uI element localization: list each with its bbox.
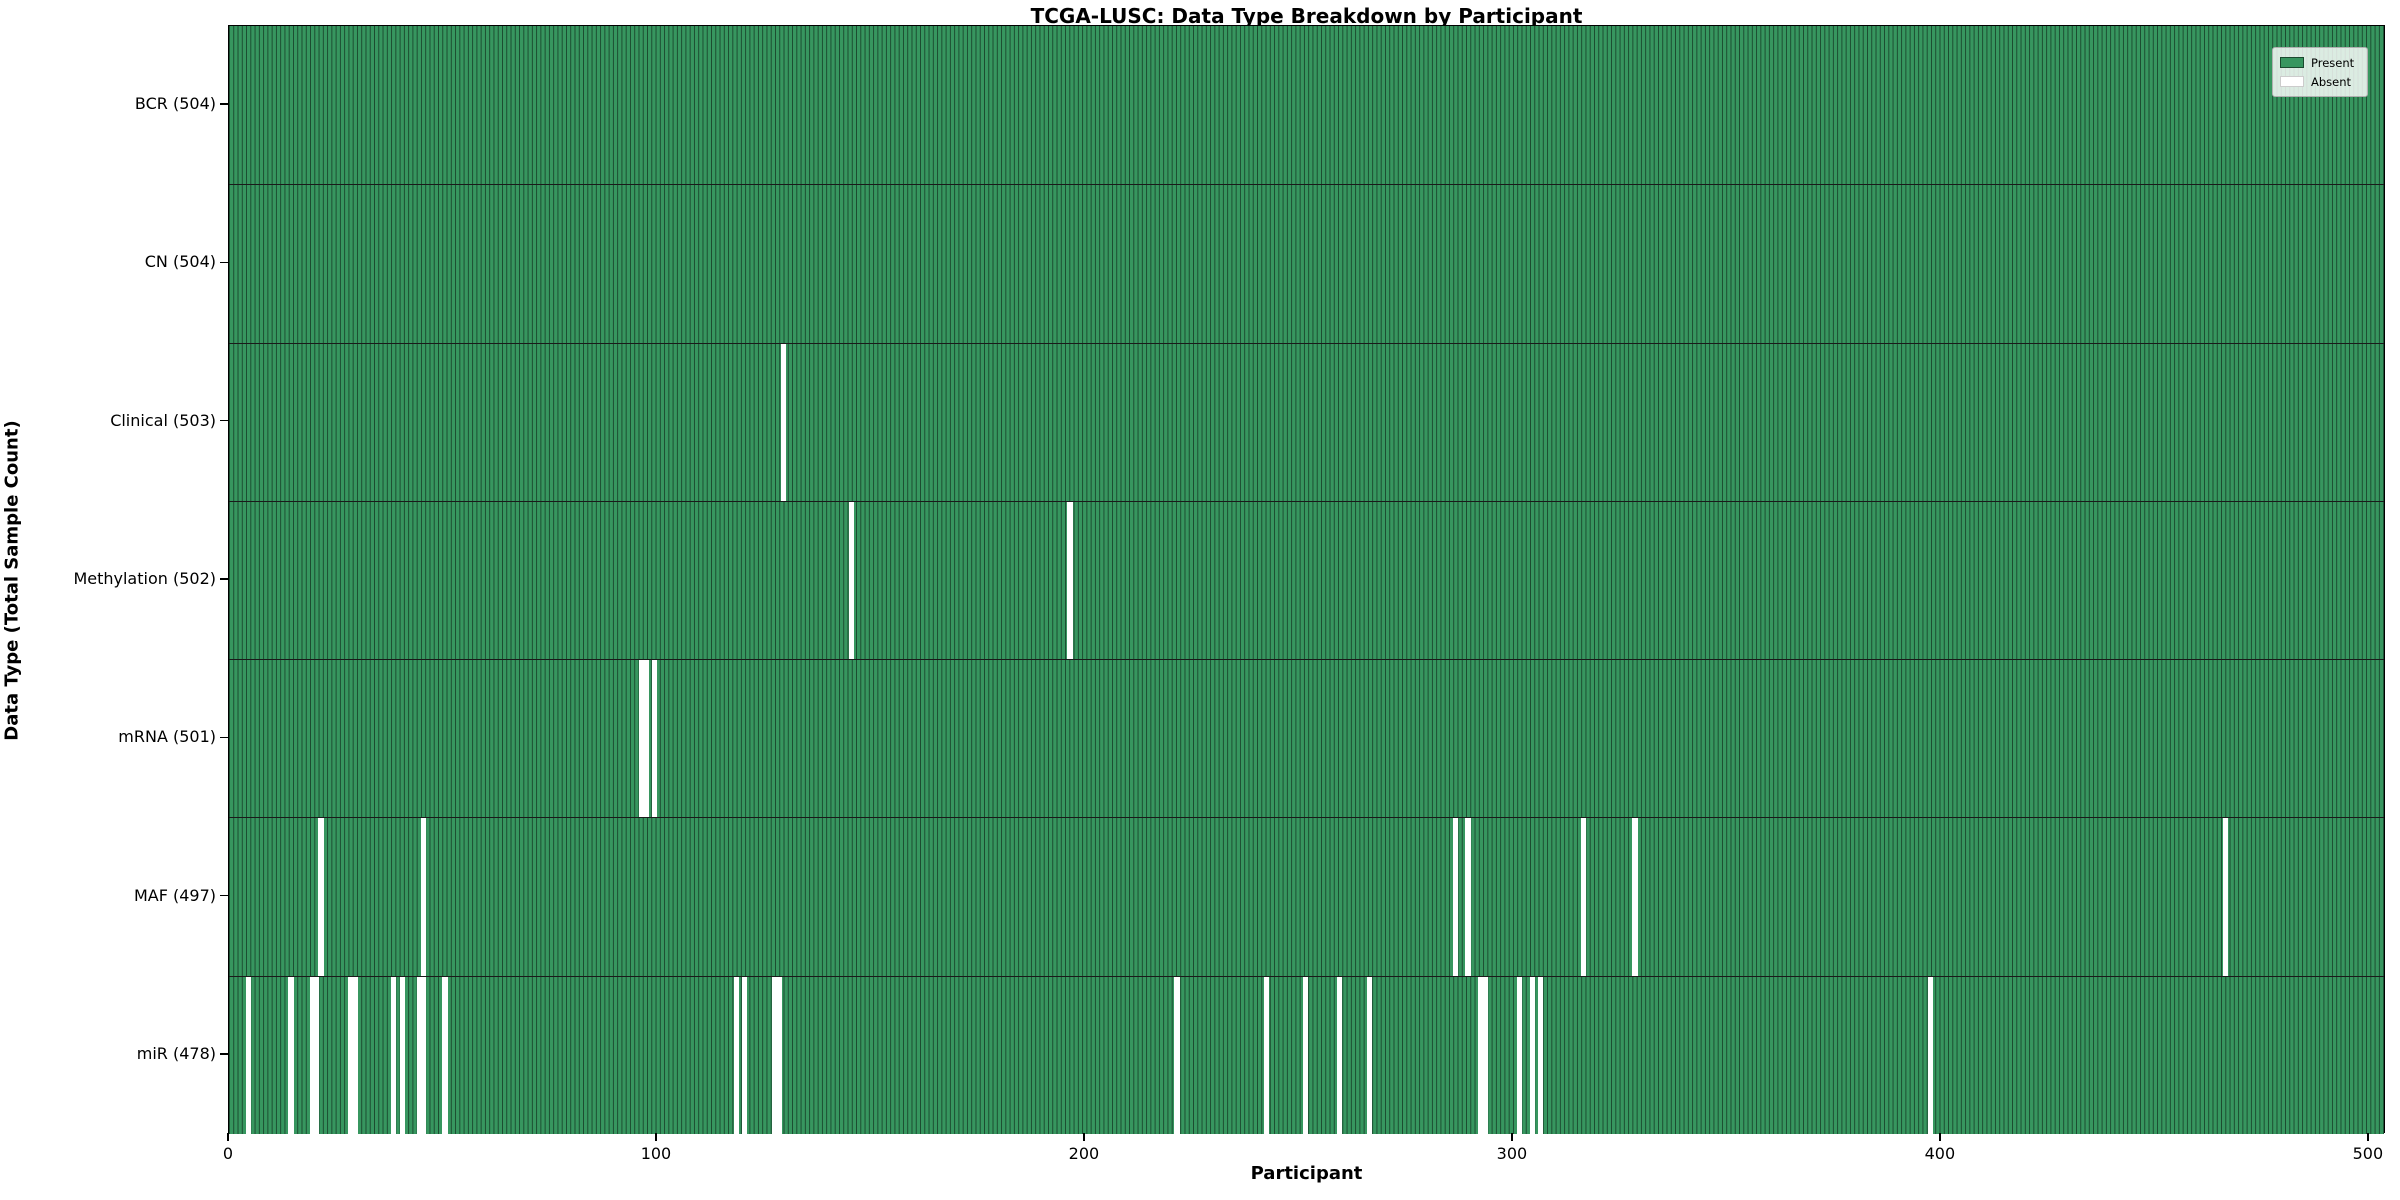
legend-swatch-present <box>2280 57 2304 68</box>
legend-entry-present: Present <box>2280 53 2360 72</box>
absent-gap <box>309 975 316 1134</box>
absent-gap <box>1927 975 1933 1134</box>
absent-gap <box>772 975 778 1134</box>
y-tick-label-clinical: Clinical (503) <box>110 410 216 430</box>
row-separator <box>229 975 2384 977</box>
data-row-bcr <box>229 26 2384 185</box>
absent-gap <box>1580 817 1587 976</box>
absent-gap <box>780 342 786 501</box>
x-tick-mark <box>655 1133 657 1141</box>
y-tick-mark <box>220 261 228 264</box>
absent-gap <box>288 975 294 1134</box>
absent-gap <box>442 975 448 1134</box>
plot-area: Present Absent <box>228 25 2385 1134</box>
y-tick-mark <box>220 1053 228 1055</box>
y-tick-mark <box>220 578 228 580</box>
y-tick-mark <box>220 736 228 739</box>
data-row-mir <box>229 975 2384 1134</box>
data-row-maf <box>229 817 2384 976</box>
absent-gap <box>318 817 324 976</box>
absent-gap <box>2222 817 2229 976</box>
x-tick-label-0: 0 <box>222 1144 234 1163</box>
legend-label: Present <box>2311 55 2355 70</box>
absent-gap <box>314 975 320 1134</box>
x-tick-label-300: 300 <box>1496 1144 1528 1163</box>
row-separator <box>229 817 2384 819</box>
y-tick-mark <box>220 103 228 105</box>
absent-gap <box>1366 975 1373 1134</box>
data-row-clinical <box>229 342 2384 501</box>
y-tick-label-cn: CN (504) <box>144 252 216 272</box>
x-axis-label: Participant <box>1250 1163 1363 1184</box>
absent-gap <box>1632 817 1638 976</box>
y-tick-mark <box>220 419 228 422</box>
absent-gap <box>245 975 251 1134</box>
absent-gap <box>1465 817 1471 976</box>
absent-gap <box>1478 975 1484 1134</box>
x-tick-mark <box>2367 1133 2369 1141</box>
y-tick-label-bcr: BCR (504) <box>134 94 216 114</box>
absent-gap <box>1482 975 1488 1134</box>
chart-title: TCGA-LUSC: Data Type Breakdown by Partic… <box>1030 4 1583 28</box>
absent-gap <box>399 975 405 1134</box>
absent-gap <box>1516 975 1522 1134</box>
absent-gap <box>1538 975 1544 1134</box>
data-row-methylation <box>229 500 2384 660</box>
absent-gap <box>421 817 427 976</box>
absent-gap <box>849 500 855 660</box>
absent-gap <box>742 975 748 1134</box>
absent-gap <box>652 659 658 818</box>
absent-gap <box>1336 975 1343 1134</box>
absent-gap <box>1302 975 1308 1134</box>
x-tick-label-500: 500 <box>2352 1144 2384 1163</box>
y-tick-label-mrna: mRNA (501) <box>118 727 216 747</box>
y-tick-label-methylation: Methylation (502) <box>73 569 216 588</box>
data-row-mrna <box>229 659 2384 818</box>
row-separator <box>229 342 2384 344</box>
absent-gap <box>733 975 739 1134</box>
absent-gap <box>639 659 645 818</box>
row-separator <box>229 500 2384 502</box>
x-tick-label-100: 100 <box>640 1144 672 1163</box>
absent-gap <box>776 975 782 1134</box>
x-tick-label-400: 400 <box>1924 1144 1956 1163</box>
absent-gap <box>1067 500 1073 660</box>
absent-gap <box>643 659 649 818</box>
absent-gap <box>391 975 397 1134</box>
absent-gap <box>1174 975 1180 1134</box>
absent-gap <box>416 975 423 1134</box>
absent-gap <box>348 975 354 1134</box>
absent-gap <box>1264 975 1270 1134</box>
data-row-cn <box>229 184 2384 343</box>
row-separator <box>229 184 2384 186</box>
x-tick-label-200: 200 <box>1068 1144 1100 1163</box>
x-tick-mark <box>1083 1133 1085 1141</box>
legend: Present Absent <box>2272 47 2368 97</box>
legend-label: Absent <box>2311 74 2352 89</box>
legend-entry-absent: Absent <box>2280 72 2360 91</box>
row-separator <box>229 659 2384 661</box>
absent-gap <box>421 975 427 1134</box>
absent-gap <box>1452 817 1458 976</box>
absent-gap <box>352 975 358 1134</box>
x-tick-mark <box>227 1133 229 1141</box>
x-tick-mark <box>1939 1133 1941 1141</box>
y-tick-label-maf: MAF (497) <box>133 885 216 905</box>
absent-gap <box>1529 975 1535 1134</box>
x-tick-mark <box>1511 1133 1513 1141</box>
legend-swatch-absent <box>2280 76 2304 87</box>
y-tick-label-mir: miR (478) <box>136 1043 216 1063</box>
y-tick-mark <box>220 894 228 897</box>
